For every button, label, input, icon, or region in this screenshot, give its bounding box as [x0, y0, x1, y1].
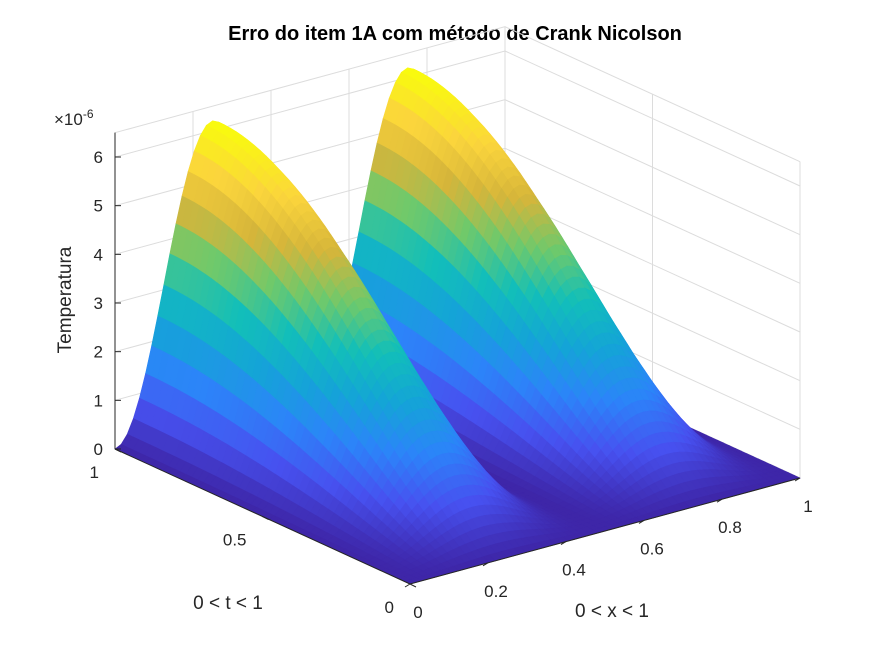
z-axis-label: Temperatura: [55, 246, 76, 353]
chart-title: Erro do item 1A com método de Crank Nico…: [228, 23, 682, 45]
z-tick-label: 1: [94, 391, 103, 410]
z-exponent-label: ×10-6: [54, 107, 94, 129]
y-tick-label: 0.5: [223, 531, 247, 550]
x-tick-mark: [404, 583, 411, 588]
y-tick-label: 1: [90, 463, 99, 482]
x-axis-line: [409, 477, 801, 585]
z-tick-label: 6: [94, 148, 103, 167]
x-axis-label: 0 < x < 1: [575, 601, 649, 622]
grid-box-top: [114, 26, 801, 163]
z-tick-label: 2: [94, 343, 103, 362]
x-tick-mark: [716, 498, 723, 503]
z-tick-label: 4: [94, 245, 103, 264]
x-tick-label: 0.4: [562, 561, 586, 580]
y-tick-mark: [262, 516, 269, 520]
z-exponent-power: -6: [83, 107, 94, 121]
y-tick-label: 0: [385, 598, 394, 617]
y-tick-mark: [409, 583, 417, 588]
tick-labels: 0 0.2 0.4 0.6 0.8 1 0 0.5 1 0 1 2 3 4 5 6: [90, 148, 813, 622]
x-tick-label: 0.8: [718, 518, 742, 537]
z-tick-label: 0: [94, 440, 103, 459]
z-tick-label: 5: [94, 197, 103, 216]
x-tick-mark: [560, 541, 567, 546]
surface-layer: [114, 67, 801, 585]
x-tick-label: 0.6: [640, 539, 664, 558]
grid-line-z: [114, 50, 801, 187]
x-tick-mark: [638, 519, 645, 524]
x-tick-mark: [482, 562, 489, 567]
x-tick-label: 0: [413, 603, 422, 622]
z-tick-label: 3: [94, 294, 103, 313]
z-exponent-base: ×10: [54, 110, 83, 129]
y-axis-label: 0 < t < 1: [193, 593, 263, 614]
x-tick-mark: [794, 477, 801, 482]
x-tick-label: 1: [803, 497, 812, 516]
x-tick-label: 0.2: [484, 582, 508, 601]
